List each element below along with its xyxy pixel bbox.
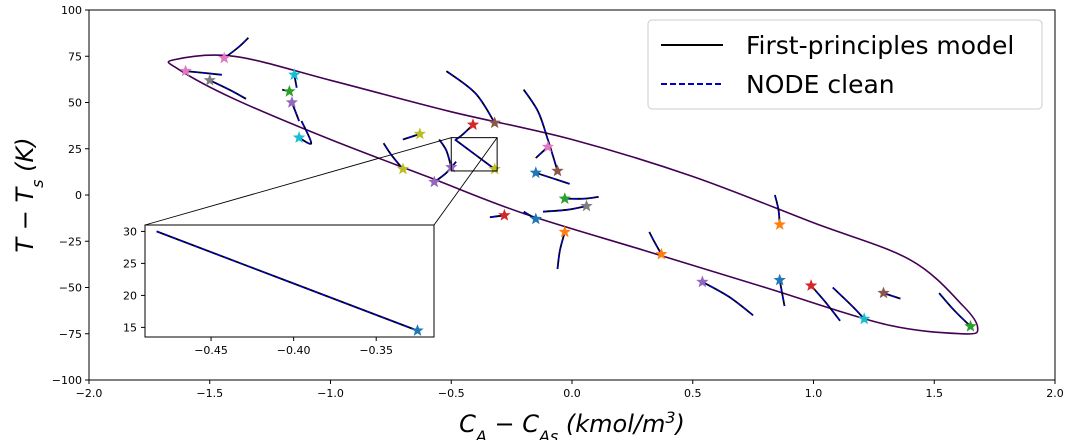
node-trajectory-13 xyxy=(445,70,496,124)
initial-state-star-2 xyxy=(203,73,216,86)
initial-state-star-18 xyxy=(580,199,593,212)
node-trajectory-29 xyxy=(938,292,972,327)
y-tick-label: −25 xyxy=(59,235,82,248)
initial-state-star-12 xyxy=(488,162,501,175)
node-trajectory-15 xyxy=(523,89,559,172)
initial-state-star-4 xyxy=(283,84,296,97)
node-trajectory-14 xyxy=(535,172,570,185)
initial-state-star-29 xyxy=(964,319,977,332)
inset-y-tick-label: 25 xyxy=(123,257,137,270)
node-trajectory-27 xyxy=(832,286,865,320)
x-tick-label: −2.0 xyxy=(76,387,103,400)
y-axis-title: T − Ts (K) xyxy=(11,137,47,252)
zoom-connector-left xyxy=(144,137,452,226)
inset-x-tick-label: −0.40 xyxy=(277,344,311,357)
initial-state-star-21 xyxy=(558,225,571,238)
main-axes: −2.0 −1.5 −1.0 −0.5 0.0 0.5 1.0 1.5 2.0 −100 −75 −5… xyxy=(52,4,1064,400)
first-principles-trajectory-15 xyxy=(522,89,559,172)
zoom-indicator xyxy=(144,137,498,226)
y-tick-label: 75 xyxy=(68,50,82,63)
node-trajectory-1 xyxy=(223,37,249,59)
y-tick-label: 50 xyxy=(68,97,82,110)
first-principles-trajectory-18 xyxy=(542,205,587,213)
initial-state-star-3 xyxy=(288,68,301,80)
legend: First-principles model NODE clean xyxy=(647,19,1043,110)
zoom-box xyxy=(450,137,498,172)
x-tick-label: −1.5 xyxy=(196,387,223,400)
x-tick-label: 0.5 xyxy=(684,387,702,400)
initial-state-star-7 xyxy=(413,127,426,140)
initial-state-star-19 xyxy=(529,212,542,225)
initial-state-star-28 xyxy=(877,286,890,299)
node-trajectory-2 xyxy=(209,79,247,100)
legend-label-node: NODE clean xyxy=(746,70,895,99)
initial-state-star-24 xyxy=(773,218,786,230)
node-trajectory-10 xyxy=(438,139,453,168)
y-tick-label: 25 xyxy=(68,143,82,156)
inset-node-trajectory xyxy=(156,230,418,332)
initial-state-star-26 xyxy=(804,279,818,291)
x-tick-label: −0.5 xyxy=(438,387,465,400)
initial-state-star-5 xyxy=(285,96,298,108)
ellipse-boundary xyxy=(167,54,979,335)
initial-state-star-1 xyxy=(218,51,231,64)
initial-state-star-14 xyxy=(529,166,542,179)
x-tick-label: 1.5 xyxy=(926,387,944,400)
node-trajectory-22 xyxy=(648,231,663,255)
y-tick-label: −50 xyxy=(59,282,82,295)
inset-y-tick-label: 30 xyxy=(123,225,137,238)
initial-state-star-27 xyxy=(858,312,871,325)
initial-state-star-8 xyxy=(396,162,410,175)
zoom-connector-right xyxy=(433,137,498,226)
y-tick-label: −100 xyxy=(52,374,82,387)
node-trajectory-12 xyxy=(454,138,496,170)
first-principles-trajectory-23 xyxy=(701,281,754,317)
y-tick-label: 100 xyxy=(61,4,82,17)
y-tick-label: 0 xyxy=(75,189,82,202)
initial-state-star-23 xyxy=(696,275,709,288)
axis-titles: CA − CAs (kmol/m3) T − Ts (K) xyxy=(11,137,685,440)
initial-state-star-22 xyxy=(655,247,668,260)
node-trajectory-21 xyxy=(556,231,566,270)
initial-state-star-9 xyxy=(428,175,441,188)
inset-plot: −0.45 −0.40 −0.35 15 20 25 30 xyxy=(123,224,435,357)
node-trajectory-6 xyxy=(298,120,312,145)
initial-state-star-6 xyxy=(292,131,306,143)
legend-box xyxy=(647,19,1043,110)
inset-initial-state-star xyxy=(411,324,424,336)
node-trajectory-17 xyxy=(564,196,599,200)
operating-region-ellipse xyxy=(167,54,979,335)
x-tick-label: 2.0 xyxy=(1046,387,1064,400)
initial-state-star-15 xyxy=(551,164,564,177)
initial-state-star-20 xyxy=(498,208,511,221)
inset-x-tick-label: −0.35 xyxy=(359,344,393,357)
y-tick-label: −75 xyxy=(59,328,82,341)
x-axis-title: CA − CAs (kmol/m3) xyxy=(459,408,685,440)
trajectories xyxy=(179,37,977,332)
initial-state-star-11 xyxy=(466,118,480,130)
first-principles-trajectory-13 xyxy=(445,70,496,124)
x-tick-label: 0.0 xyxy=(563,387,581,400)
inset-y-tick-label: 20 xyxy=(123,289,137,302)
inset-y-tick-label: 15 xyxy=(123,321,137,334)
initial-state-star-25 xyxy=(773,273,786,286)
initial-state-star-13 xyxy=(488,116,501,129)
legend-label-first-principles: First-principles model xyxy=(746,31,1014,60)
inset-x-tick-label: −0.45 xyxy=(194,344,228,357)
initial-state-star-17 xyxy=(558,192,571,204)
initial-state-star-0 xyxy=(179,64,192,77)
x-tick-label: 1.0 xyxy=(805,387,823,400)
initial-state-star-16 xyxy=(541,140,554,153)
x-tick-label: −1.0 xyxy=(317,387,344,400)
node-trajectory-18 xyxy=(542,205,587,213)
node-trajectory-8 xyxy=(382,142,404,170)
node-trajectory-9 xyxy=(433,161,457,183)
